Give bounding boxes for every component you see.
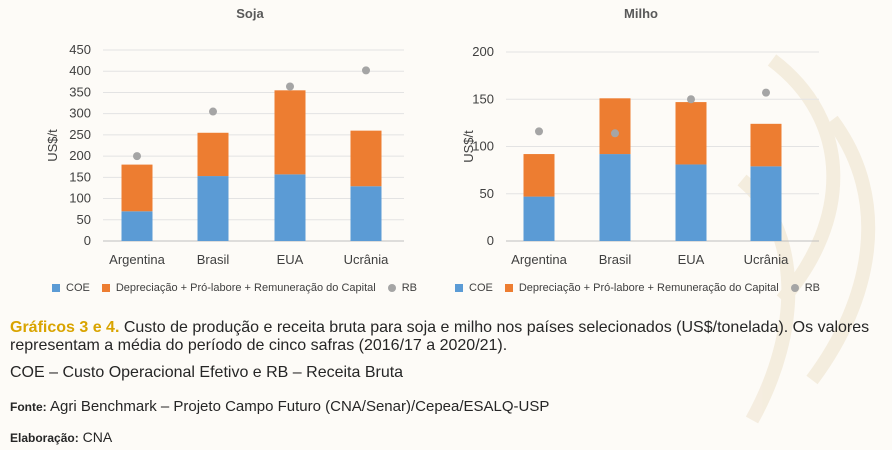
y-tick-label: 50 [77,212,91,227]
source-label: Fonte: [10,400,47,414]
y-tick-label: 100 [69,191,91,206]
bar-depreciacao [274,90,306,175]
y-tick-label: 0 [84,233,91,248]
legend-swatch-dep [101,284,110,292]
x-tick-label: Argentina [109,252,165,267]
legend-label: Depreciação + Pró-labore + Remuneração d… [115,282,376,294]
bar-coe [523,196,555,241]
legend-swatch-dep [504,284,513,292]
y-tick-label: 350 [69,84,91,99]
bar-depreciacao [197,132,229,177]
chart-soja: Soja US$/t 0 50 100 150 200 250 300 350 400 450 Arge… [0,0,446,280]
point-rb [687,95,695,104]
y-axis-label: US$/t [45,129,60,162]
bar-depreciacao [121,164,153,212]
legend-item-coe: COE [52,282,90,294]
legend-label: RB [804,282,820,294]
abbreviations-note: COE – Custo Operacional Efetivo e RB – R… [10,364,404,381]
y-tick-label: 100 [472,139,494,154]
point-rb [286,82,294,91]
y-tick-label: 400 [69,63,91,78]
y-tick-label: 450 [69,42,91,57]
source-note: Fonte: Agri Benchmark – Projeto Campo Fu… [10,398,549,415]
legend-item-rb: RB [387,282,417,294]
bar-depreciacao [523,154,555,197]
chart-soja-plot: Soja US$/t 0 50 100 150 200 250 300 350 400 450 Arge… [45,6,404,267]
caption-text: Custo de produção e receita bruta para s… [10,319,870,354]
point-rb [535,127,543,136]
bar-coe [750,166,782,241]
y-tick-label: 200 [69,148,91,163]
legend-soja: COE Depreciação + Pró-labore + Remuneraç… [52,282,429,294]
bar-depreciacao [599,98,631,155]
credit-note: Elaboração: CNA [10,429,112,445]
legend-swatch-coe [52,284,60,292]
legend-label: COE [66,282,90,294]
point-rb [362,66,370,75]
legend-swatch-rb [790,284,799,292]
y-tick-label: 150 [69,169,91,184]
bar-coe [274,174,306,241]
chart-title: Milho [624,6,658,21]
y-tick-label: 150 [472,91,494,106]
x-tick-label: EUA [277,252,304,267]
bar-depreciacao [750,123,782,167]
source-text: Agri Benchmark – Projeto Campo Futuro (C… [46,398,550,415]
x-tick-label: Ucrânia [344,252,390,267]
point-rb [611,129,619,138]
x-tick-label: Argentina [511,252,567,267]
point-rb [762,88,770,97]
bar-coe [121,211,153,241]
chart-milho: Milho US$/t 0 50 100 150 200 Argentina Brasil EUA… [446,0,892,280]
bar-depreciacao [350,130,382,187]
point-rb [133,152,141,161]
y-tick-label: 0 [487,233,494,248]
legend-milho: COE Depreciação + Pró-labore + Remuneraç… [455,282,832,294]
credit-label: Elaboração: [10,431,79,445]
x-tick-label: Ucrânia [744,252,790,267]
legend-label: RB [401,282,417,294]
bar-coe [599,154,631,241]
credit-text: CNA [78,429,113,445]
x-tick-label: EUA [678,252,705,267]
bar-coe [350,186,382,241]
chart-title: Soja [236,6,264,21]
figure-caption: Gráficos 3 e 4. Custo de produção e rece… [10,319,890,355]
legend-swatch-coe [455,284,463,292]
chart-milho-plot: Milho US$/t 0 50 100 150 200 Argentina Brasil EUA… [461,6,819,267]
y-tick-label: 250 [69,127,91,142]
legend-label: COE [469,282,493,294]
y-tick-label: 200 [472,44,494,59]
y-tick-label: 300 [69,106,91,121]
y-tick-label: 50 [480,186,494,201]
point-rb [209,107,217,116]
legend-item-rb: RB [790,282,820,294]
x-tick-label: Brasil [599,252,632,267]
legend-swatch-rb [387,284,396,292]
legend-item-dep: Depreciação + Pró-labore + Remuneração d… [101,282,376,294]
legend-label: Depreciação + Pró-labore + Remuneração d… [518,282,779,294]
bar-coe [197,176,229,241]
bar-depreciacao [675,102,707,165]
bar-coe [675,164,707,241]
y-axis-label: US$/t [461,130,476,163]
x-tick-label: Brasil [197,252,230,267]
caption-highlight: Gráficos 3 e 4. [10,319,120,336]
legend-item-coe: COE [455,282,493,294]
legend-item-dep: Depreciação + Pró-labore + Remuneração d… [504,282,779,294]
